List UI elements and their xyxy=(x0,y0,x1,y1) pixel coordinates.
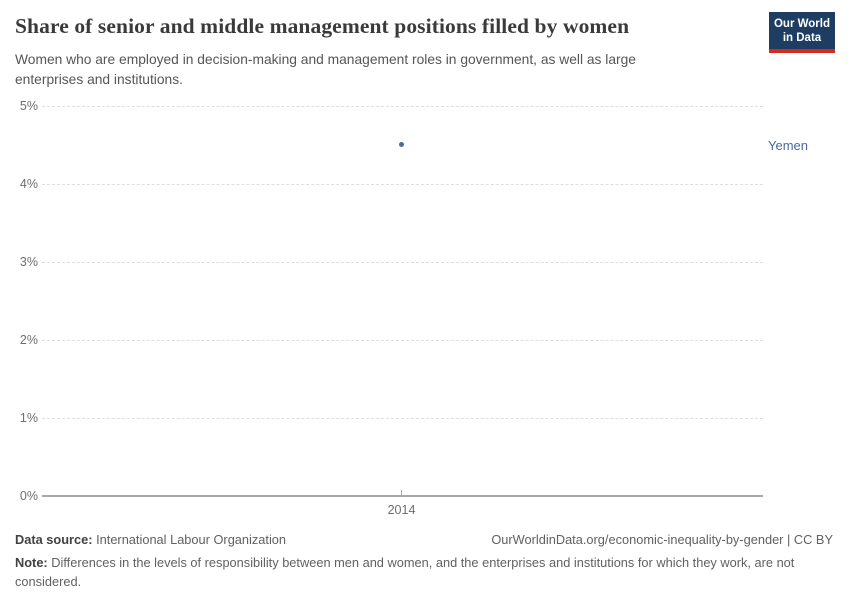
note-text: Differences in the levels of responsibil… xyxy=(15,555,795,590)
data-source-value: International Labour Organization xyxy=(92,532,287,547)
y-tick-label: 1% xyxy=(19,411,38,425)
x-tick-mark xyxy=(401,490,402,496)
gridline-1pct xyxy=(42,418,763,419)
y-tick-label: 4% xyxy=(19,177,38,191)
footer-note: Note: Differences in the levels of respo… xyxy=(15,553,827,591)
data-source: Data source: International Labour Organi… xyxy=(15,532,286,547)
owid-logo-line1: Our World xyxy=(773,18,830,30)
data-source-label: Data source: xyxy=(15,532,93,547)
note-label: Note: xyxy=(15,555,48,570)
x-tick-label: 2014 xyxy=(387,503,416,517)
owid-logo[interactable]: Our World in Data xyxy=(769,12,835,53)
y-tick-label: 0% xyxy=(19,489,38,503)
y-tick-label: 5% xyxy=(19,99,38,113)
data-point[interactable] xyxy=(399,141,404,147)
x-axis-line xyxy=(42,495,763,497)
credit-link[interactable]: OurWorldinData.org/economic-inequality-b… xyxy=(491,532,833,547)
chart-subtitle: Women who are employed in decision-makin… xyxy=(15,52,636,87)
gridline-5pct xyxy=(42,106,763,107)
page-title: Share of senior and middle management po… xyxy=(15,14,630,38)
gridline-4pct xyxy=(42,184,763,185)
y-tick-label: 3% xyxy=(19,255,38,269)
entity-label-yemen[interactable]: Yemen xyxy=(768,138,808,153)
footer-source-row: Data source: International Labour Organi… xyxy=(15,532,833,547)
y-tick-label: 2% xyxy=(19,333,38,347)
gridline-2pct xyxy=(42,340,763,341)
gridline-3pct xyxy=(42,262,763,263)
owid-logo-line2: in Data xyxy=(782,32,822,45)
